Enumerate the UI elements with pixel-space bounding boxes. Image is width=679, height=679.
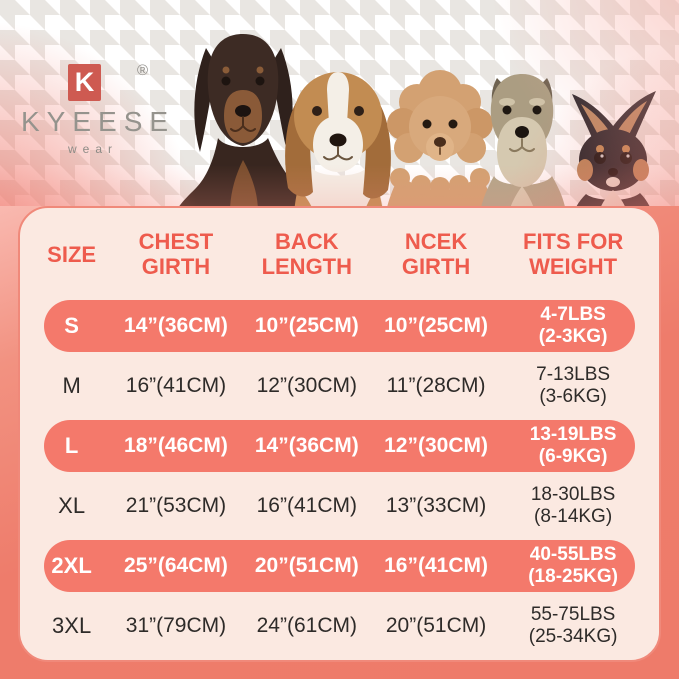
header-neck-girth: NCEK GIRTH [401, 229, 471, 279]
weight-lbs: 18-30LBS [530, 484, 616, 506]
weight-lbs: 55-75LBS [530, 604, 616, 626]
table-row-l: L 18”(46CM) 14”(36CM) 12”(30CM) 13-19LBS… [28, 416, 651, 476]
back-value: 12”(30CM) [256, 374, 357, 397]
back-value: 14”(36CM) [254, 434, 359, 457]
size-value: XL [58, 493, 86, 518]
chest-value: 31”(79CM) [125, 614, 227, 637]
chest-value: 21”(53CM) [125, 494, 227, 517]
back-value: 24”(61CM) [256, 614, 357, 637]
back-value: 20”(51CM) [254, 554, 359, 577]
weight-value: 4-7LBS (2-3KG) [495, 304, 651, 348]
chest-value: 18”(46CM) [124, 434, 228, 457]
table-row-xl: XL 21”(53CM) 16”(41CM) 13”(33CM) 18-30LB… [28, 476, 651, 536]
size-value: 3XL [52, 613, 92, 638]
brand-subtitle: wear [67, 142, 118, 156]
weight-lbs: 4-7LBS [540, 304, 606, 326]
table-section: SIZE CHEST GIRTH BACK LENGTH NCEK GIRTH … [0, 206, 679, 679]
size-value: M [62, 373, 81, 398]
table-header-row: SIZE CHEST GIRTH BACK LENGTH NCEK GIRTH … [28, 214, 651, 296]
dog-beagle-illustration [285, 72, 391, 206]
weight-value: 18-30LBS (8-14KG) [495, 484, 651, 528]
dog-schnauzer-illustration [481, 74, 565, 206]
hero-section: K ® KYEESE wear [0, 0, 679, 206]
weight-value: 13-19LBS (6-9KG) [495, 424, 651, 468]
weight-value: 7-13LBS (3-6KG) [495, 364, 651, 408]
neck-value: 13”(33CM) [385, 494, 487, 517]
weight-lbs: 7-13LBS [536, 364, 611, 386]
header-fits-for-weight: FITS FOR WEIGHT [523, 229, 624, 279]
neck-value: 16”(41CM) [384, 554, 488, 577]
weight-kg: (8-14KG) [534, 506, 613, 527]
chest-value: 25”(64CM) [124, 554, 228, 577]
weight-lbs: 13-19LBS [529, 424, 617, 446]
neck-value: 12”(30CM) [384, 434, 488, 457]
table-row-3xl: 3XL 31”(79CM) 24”(61CM) 20”(51CM) 55-75L… [28, 596, 651, 656]
size-value: S [64, 313, 79, 338]
registered-trademark-symbol: ® [137, 62, 149, 79]
weight-lbs: 40-55LBS [529, 544, 617, 566]
size-chart-card: SIZE CHEST GIRTH BACK LENGTH NCEK GIRTH … [18, 206, 661, 662]
header-back-length: BACK LENGTH [261, 229, 353, 279]
size-value: L [64, 433, 79, 458]
brand-logo: K ® KYEESE wear [14, 60, 176, 162]
header-size: SIZE [47, 241, 97, 267]
dog-poodle-illustration [387, 70, 493, 206]
weight-kg: (25-34KG) [528, 626, 618, 647]
weight-kg: (3-6KG) [539, 386, 607, 407]
table-row-s: S 14”(36CM) 10”(25CM) 10”(25CM) 4-7LBS (… [28, 296, 651, 356]
neck-value: 20”(51CM) [385, 614, 487, 637]
weight-value: 40-55LBS (18-25KG) [495, 544, 651, 588]
chest-value: 14”(36CM) [124, 314, 228, 337]
chest-value: 16”(41CM) [125, 374, 227, 397]
weight-kg: (2-3KG) [538, 326, 608, 347]
size-value: 2XL [51, 553, 92, 578]
header-chest-girth: CHEST GIRTH [138, 229, 214, 279]
brand-name: KYEESE [21, 106, 176, 137]
table-row-2xl: 2XL 25”(64CM) 20”(51CM) 16”(41CM) 40-55L… [28, 536, 651, 596]
dog-chihuahua-illustration [572, 91, 656, 206]
logo-k-mark: K [68, 64, 101, 101]
back-value: 10”(25CM) [254, 314, 359, 337]
weight-kg: (18-25KG) [528, 566, 618, 587]
weight-kg: (6-9KG) [538, 446, 608, 467]
neck-value: 10”(25CM) [384, 314, 488, 337]
weight-value: 55-75LBS (25-34KG) [495, 604, 651, 648]
neck-value: 11”(28CM) [386, 374, 486, 397]
table-row-m: M 16”(41CM) 12”(30CM) 11”(28CM) 7-13LBS … [28, 356, 651, 416]
back-value: 16”(41CM) [256, 494, 357, 517]
